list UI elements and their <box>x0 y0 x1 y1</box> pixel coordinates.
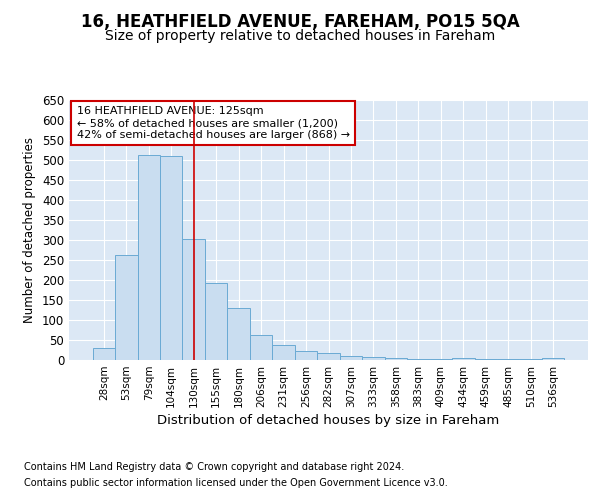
Bar <box>227 308 250 360</box>
Bar <box>520 359 542 360</box>
Bar <box>182 239 205 360</box>
Bar <box>92 348 115 360</box>
Y-axis label: Number of detached properties: Number of detached properties <box>23 137 37 323</box>
Text: 16 HEATHFIELD AVENUE: 125sqm
← 58% of detached houses are smaller (1,200)
42% of: 16 HEATHFIELD AVENUE: 125sqm ← 58% of de… <box>77 106 350 140</box>
Bar <box>160 156 182 360</box>
X-axis label: Distribution of detached houses by size in Fareham: Distribution of detached houses by size … <box>157 414 500 427</box>
Text: Contains public sector information licensed under the Open Government Licence v3: Contains public sector information licen… <box>24 478 448 488</box>
Bar <box>137 155 160 360</box>
Bar <box>295 351 317 360</box>
Bar <box>430 359 452 360</box>
Bar <box>317 353 340 360</box>
Bar <box>340 356 362 360</box>
Bar <box>272 345 295 360</box>
Text: Size of property relative to detached houses in Fareham: Size of property relative to detached ho… <box>105 29 495 43</box>
Bar <box>407 359 430 360</box>
Bar <box>205 283 227 360</box>
Bar <box>385 358 407 360</box>
Bar <box>250 335 272 360</box>
Bar <box>115 255 137 360</box>
Bar <box>497 359 520 360</box>
Text: 16, HEATHFIELD AVENUE, FAREHAM, PO15 5QA: 16, HEATHFIELD AVENUE, FAREHAM, PO15 5QA <box>80 12 520 30</box>
Bar <box>362 357 385 360</box>
Bar <box>475 359 497 360</box>
Bar <box>452 358 475 360</box>
Text: Contains HM Land Registry data © Crown copyright and database right 2024.: Contains HM Land Registry data © Crown c… <box>24 462 404 472</box>
Bar <box>542 358 565 360</box>
